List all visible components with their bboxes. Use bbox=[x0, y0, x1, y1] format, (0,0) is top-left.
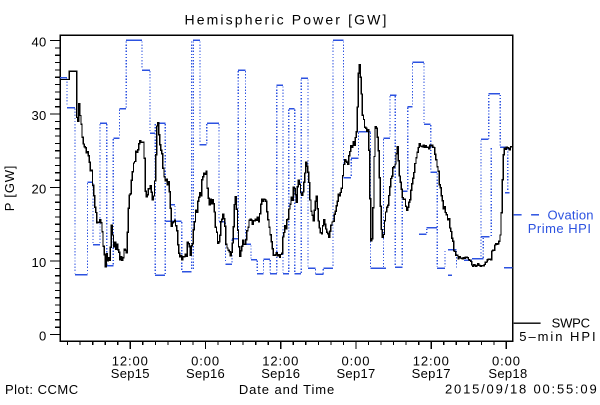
svg-text:SWPC: SWPC bbox=[552, 316, 590, 331]
svg-text:0:00: 0:00 bbox=[342, 354, 371, 369]
svg-text:Ovation: Ovation bbox=[547, 208, 593, 223]
svg-text:0: 0 bbox=[39, 329, 47, 344]
svg-text:12:00: 12:00 bbox=[413, 354, 450, 369]
svg-text:12:00: 12:00 bbox=[262, 354, 299, 369]
svg-text:0:00: 0:00 bbox=[492, 354, 521, 369]
svg-text:20: 20 bbox=[31, 182, 46, 197]
svg-text:Date and Time: Date and Time bbox=[239, 382, 335, 397]
svg-text:P [GW]: P [GW] bbox=[2, 165, 17, 211]
svg-text:30: 30 bbox=[31, 108, 46, 123]
svg-text:Plot: CCMC: Plot: CCMC bbox=[5, 382, 79, 397]
svg-text:Hemispheric Power [GW]: Hemispheric Power [GW] bbox=[184, 12, 388, 28]
svg-text:Prime HPI: Prime HPI bbox=[528, 221, 592, 236]
svg-text:12:00: 12:00 bbox=[112, 354, 149, 369]
svg-text:5–min HPI: 5–min HPI bbox=[519, 329, 597, 344]
svg-text:Sep16: Sep16 bbox=[261, 366, 300, 381]
svg-text:0:00: 0:00 bbox=[191, 354, 220, 369]
svg-text:Sep16: Sep16 bbox=[186, 366, 225, 381]
svg-text:10: 10 bbox=[31, 255, 46, 270]
svg-text:Sep17: Sep17 bbox=[336, 366, 375, 381]
svg-text:2015/09/18 00:55:09: 2015/09/18 00:55:09 bbox=[445, 382, 598, 397]
svg-text:Sep15: Sep15 bbox=[111, 366, 150, 381]
svg-text:Sep18: Sep18 bbox=[488, 366, 527, 381]
svg-text:Sep17: Sep17 bbox=[412, 366, 451, 381]
svg-text:40: 40 bbox=[31, 35, 46, 50]
